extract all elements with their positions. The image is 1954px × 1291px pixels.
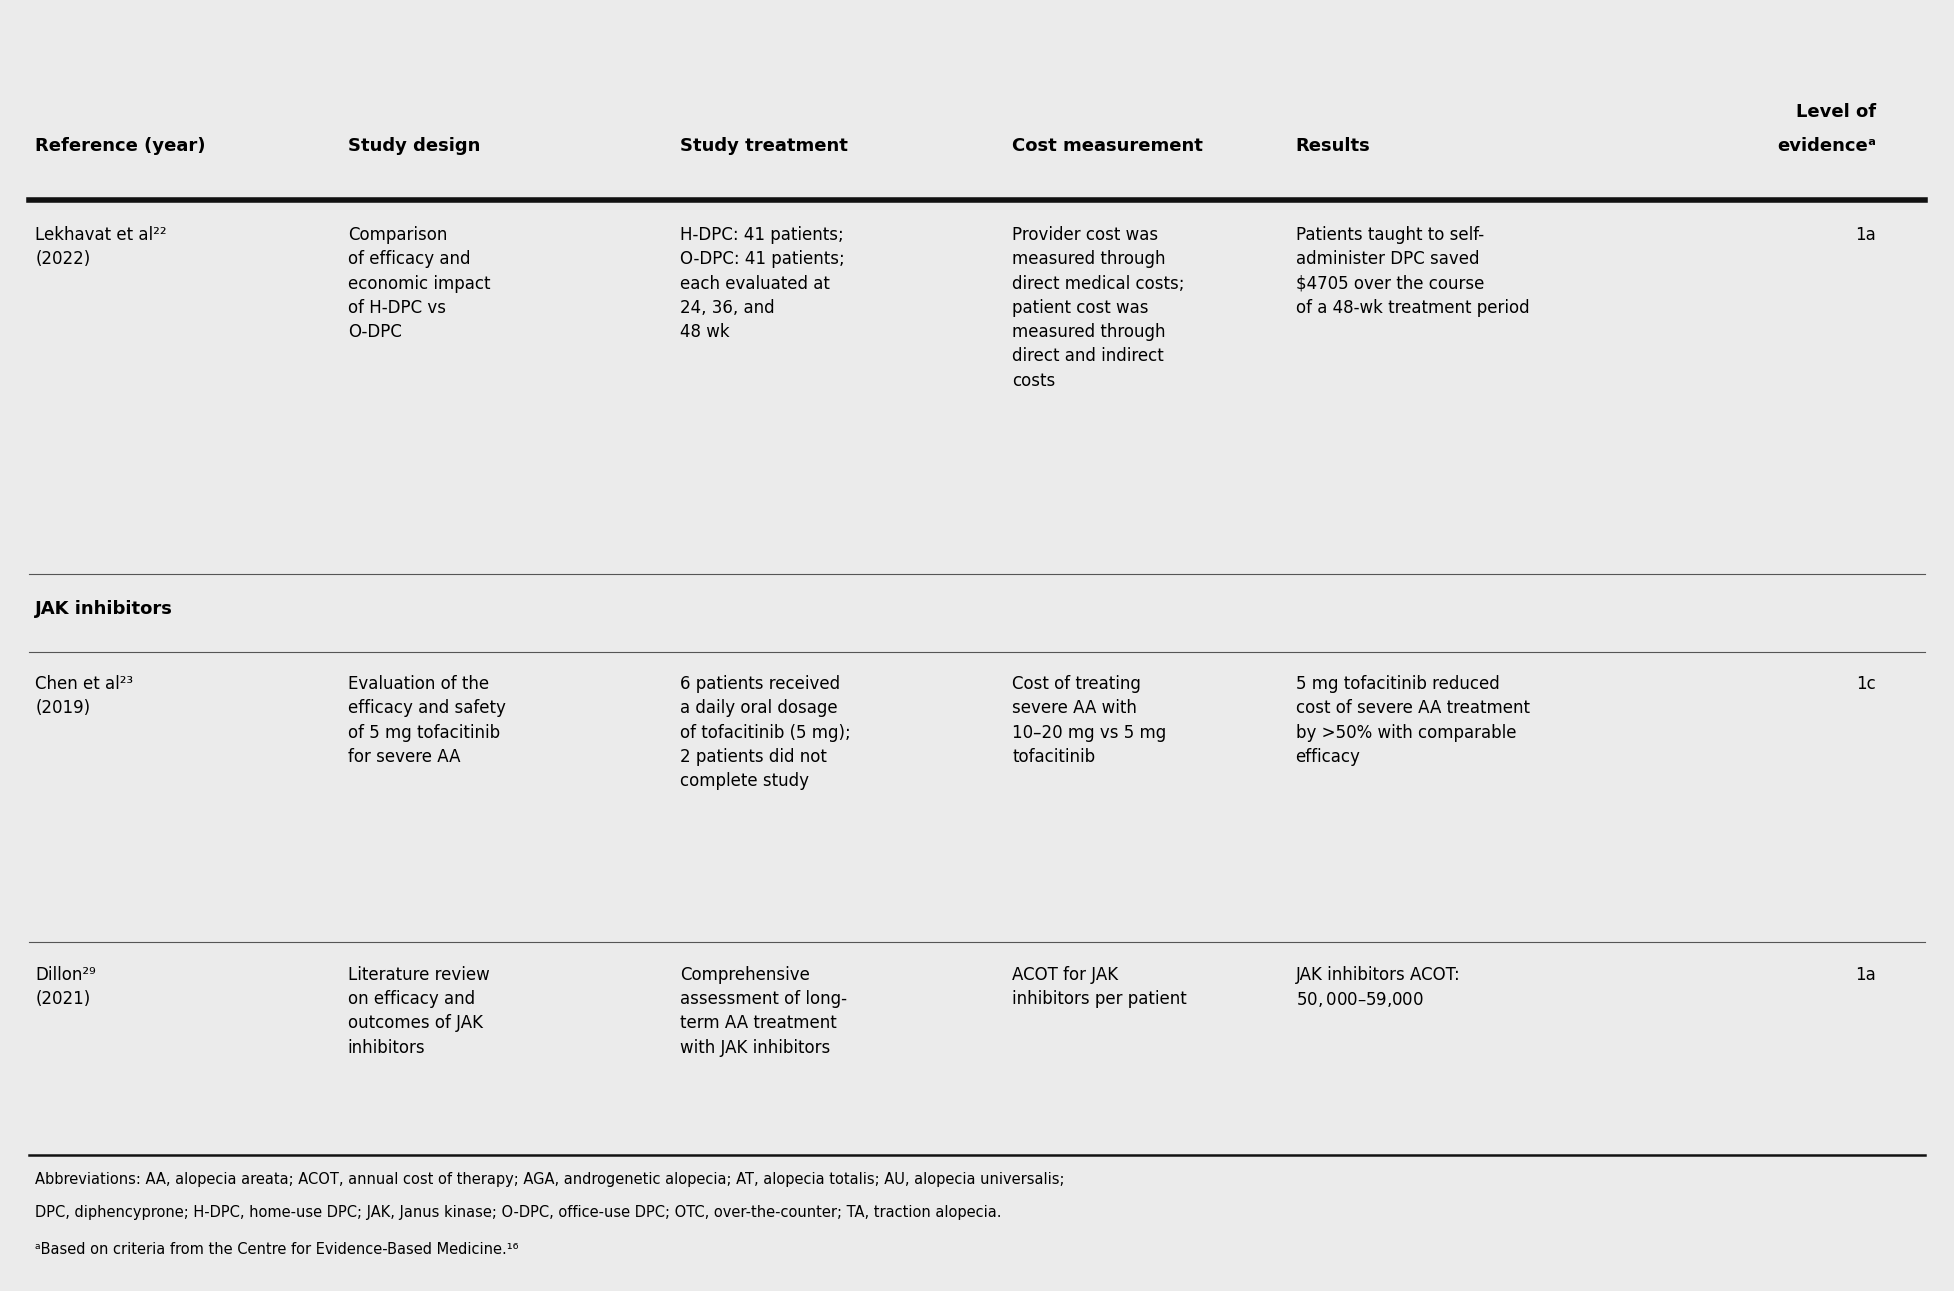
Text: Literature review
on efficacy and
outcomes of JAK
inhibitors: Literature review on efficacy and outcom… xyxy=(348,966,490,1056)
Text: 1c: 1c xyxy=(1856,675,1876,693)
Text: JAK inhibitors ACOT:
$50,000–$59,000: JAK inhibitors ACOT: $50,000–$59,000 xyxy=(1296,966,1460,1010)
Text: Level of: Level of xyxy=(1796,103,1876,121)
Text: Patients taught to self-
administer DPC saved
$4705 over the course
of a 48-wk t: Patients taught to self- administer DPC … xyxy=(1296,226,1530,316)
Text: Study treatment: Study treatment xyxy=(680,137,848,155)
Text: Reference (year): Reference (year) xyxy=(35,137,205,155)
Text: Dillon²⁹
(2021): Dillon²⁹ (2021) xyxy=(35,966,96,1008)
Text: Comprehensive
assessment of long-
term AA treatment
with JAK inhibitors: Comprehensive assessment of long- term A… xyxy=(680,966,846,1056)
Text: Study design: Study design xyxy=(348,137,481,155)
Text: 6 patients received
a daily oral dosage
of tofacitinib (5 mg);
2 patients did no: 6 patients received a daily oral dosage … xyxy=(680,675,850,790)
Text: Abbreviations: AA, alopecia areata; ACOT, annual cost of therapy; AGA, androgene: Abbreviations: AA, alopecia areata; ACOT… xyxy=(35,1172,1065,1188)
Text: 5 mg tofacitinib reduced
cost of severe AA treatment
by >50% with comparable
eff: 5 mg tofacitinib reduced cost of severe … xyxy=(1296,675,1530,766)
Text: ᵃBased on criteria from the Centre for Evidence-Based Medicine.¹⁶: ᵃBased on criteria from the Centre for E… xyxy=(35,1242,518,1257)
Text: 1a: 1a xyxy=(1854,226,1876,244)
Text: 1a: 1a xyxy=(1854,966,1876,984)
Text: Lekhavat et al²²
(2022): Lekhavat et al²² (2022) xyxy=(35,226,166,269)
Text: H-DPC: 41 patients;
O-DPC: 41 patients;
each evaluated at
24, 36, and
48 wk: H-DPC: 41 patients; O-DPC: 41 patients; … xyxy=(680,226,844,341)
Text: ACOT for JAK
inhibitors per patient: ACOT for JAK inhibitors per patient xyxy=(1012,966,1186,1008)
Text: Results: Results xyxy=(1296,137,1370,155)
Text: Provider cost was
measured through
direct medical costs;
patient cost was
measur: Provider cost was measured through direc… xyxy=(1012,226,1184,390)
Text: Cost measurement: Cost measurement xyxy=(1012,137,1204,155)
Text: Chen et al²³
(2019): Chen et al²³ (2019) xyxy=(35,675,133,718)
Text: Cost of treating
severe AA with
10–20 mg vs 5 mg
tofacitinib: Cost of treating severe AA with 10–20 mg… xyxy=(1012,675,1167,766)
Text: Comparison
of efficacy and
economic impact
of H-DPC vs
O-DPC: Comparison of efficacy and economic impa… xyxy=(348,226,490,341)
Text: JAK inhibitors: JAK inhibitors xyxy=(35,600,174,618)
Text: Evaluation of the
efficacy and safety
of 5 mg tofacitinib
for severe AA: Evaluation of the efficacy and safety of… xyxy=(348,675,506,766)
Text: DPC, diphencyprone; H-DPC, home-use DPC; JAK, Janus kinase; O-DPC, office-use DP: DPC, diphencyprone; H-DPC, home-use DPC;… xyxy=(35,1205,1002,1220)
Text: evidenceᵃ: evidenceᵃ xyxy=(1776,137,1876,155)
